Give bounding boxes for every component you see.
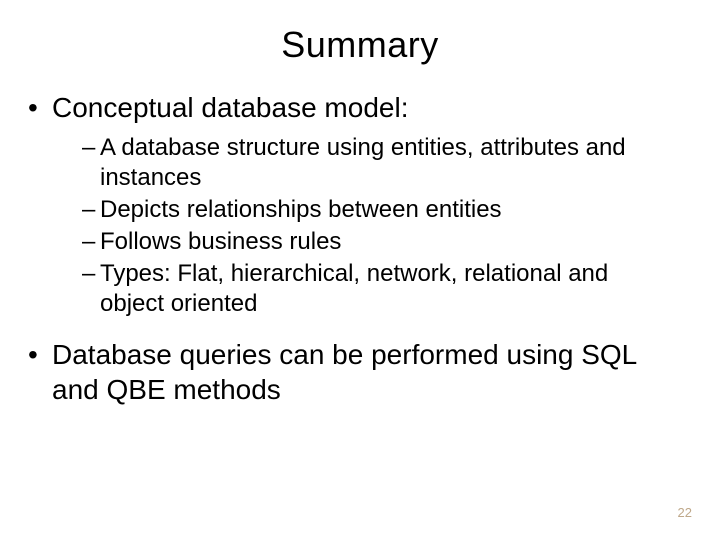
dash-icon: – — [82, 259, 95, 289]
sub-bullet-text: A database structure using entities, att… — [100, 134, 626, 191]
slide-content: • Conceptual database model: – A databas… — [0, 90, 720, 407]
dash-icon: – — [82, 195, 95, 225]
sub-bullet: – Types: Flat, hierarchical, network, re… — [82, 259, 660, 319]
slide-title: Summary — [0, 0, 720, 90]
sub-bullet-text: Types: Flat, hierarchical, network, rela… — [100, 260, 608, 317]
sub-bullet: – Follows business rules — [82, 227, 660, 257]
sub-bullet: – Depicts relationships between entities — [82, 195, 660, 225]
sub-bullet: – A database structure using entities, a… — [82, 133, 660, 193]
sub-bullet-text: Follows business rules — [100, 228, 341, 255]
dash-icon: – — [82, 227, 95, 257]
bullet-2: • Database queries can be performed usin… — [28, 337, 680, 407]
bullet-1-sublist: – A database structure using entities, a… — [28, 133, 680, 319]
slide: Summary • Conceptual database model: – A… — [0, 0, 720, 540]
dash-icon: – — [82, 133, 95, 163]
sub-bullet-text: Depicts relationships between entities — [100, 196, 502, 223]
bullet-1-text: Conceptual database model: — [52, 92, 408, 123]
bullet-dot-icon: • — [28, 90, 38, 125]
page-number: 22 — [678, 505, 692, 520]
bullet-2-text: Database queries can be performed using … — [52, 339, 636, 405]
bullet-1: • Conceptual database model: — [28, 90, 680, 125]
bullet-dot-icon: • — [28, 337, 38, 372]
